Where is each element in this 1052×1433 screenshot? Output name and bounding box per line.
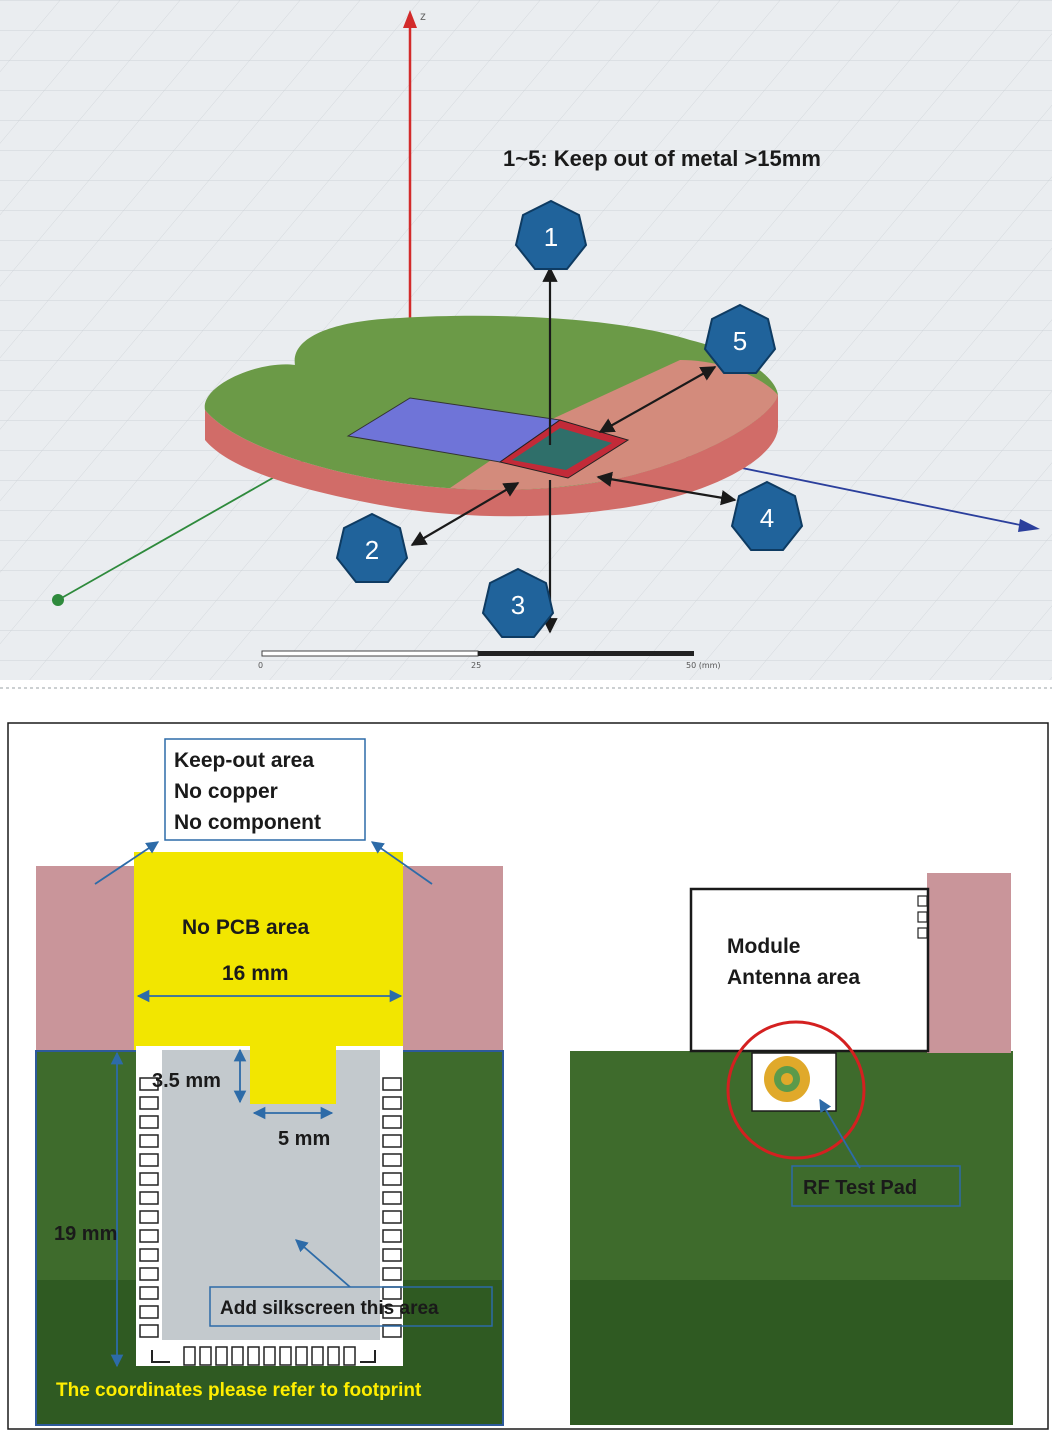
- keepout-pink-far-right: [927, 873, 1011, 1053]
- antenna-line-1: Module: [727, 935, 801, 958]
- pads-right: [382, 1077, 402, 1338]
- arrow-4: [596, 471, 737, 506]
- keepout-pointer-left: [94, 841, 160, 885]
- badge-3: 3: [481, 567, 555, 638]
- badge-1-label: 1: [544, 222, 558, 252]
- scale-tick-25: 25: [471, 661, 481, 670]
- arrow-5: [598, 366, 717, 433]
- rf-pad-center: [781, 1073, 793, 1085]
- z-axis-arrowhead: [403, 10, 417, 28]
- arrow-2: [410, 482, 520, 546]
- footprint-corner-marks: [151, 1350, 376, 1363]
- badge-5: 5: [703, 303, 777, 374]
- keepout-callout: [164, 738, 366, 841]
- badge-4-label: 4: [760, 503, 774, 533]
- rf-callout: [791, 1165, 961, 1207]
- antenna-line-2: Antenna area: [727, 966, 860, 989]
- badge-1: 1: [514, 199, 588, 270]
- notch-depth-label: 3.5 mm: [152, 1070, 221, 1092]
- no-pcb-label: No PCB area: [182, 916, 310, 939]
- badge-4: 4: [730, 480, 804, 551]
- silkscreen-pointer: [295, 1239, 351, 1288]
- scale-bar: 0 25 50 (mm): [258, 650, 721, 670]
- pads-bottom: [183, 1346, 356, 1366]
- keepout-pink-left: [36, 866, 134, 1051]
- rf-pointer: [819, 1098, 861, 1169]
- width-label: 16 mm: [222, 962, 289, 985]
- no-pcb-notch: [250, 1046, 336, 1104]
- keepout-line-2: No copper: [174, 780, 278, 803]
- bottom-right-panel: Module Antenna area RF Test Pad: [570, 873, 1013, 1425]
- pads-left: [139, 1077, 159, 1338]
- keepout-pointer-right: [370, 841, 433, 885]
- badge-3-label: 3: [511, 590, 525, 620]
- bottom-left-panel: Keep-out area No copper No component No …: [35, 738, 504, 1426]
- antenna-pads: [917, 895, 928, 939]
- silkscreen-callout: [209, 1286, 493, 1327]
- no-pcb-area: [134, 852, 403, 1051]
- top-heading: 1~5: Keep out of metal >15mm: [503, 146, 821, 171]
- silkscreen-label: Add silkscreen this area: [220, 1298, 439, 1319]
- height-label: 19 mm: [54, 1223, 117, 1245]
- module-body: [162, 1050, 380, 1340]
- keepout-line-3: No component: [174, 811, 321, 834]
- badge-5-label: 5: [733, 326, 747, 356]
- footer-note: The coordinates please refer to footprin…: [56, 1380, 422, 1401]
- pcb-right-dark: [570, 1280, 1013, 1425]
- top-3d-panel: z 1~5: Keep out of metal >15mm 1 5: [0, 0, 1052, 680]
- keepout-pink-right: [403, 866, 503, 1051]
- notch-width-label: 5 mm: [278, 1128, 330, 1150]
- badge-2: 2: [335, 512, 409, 583]
- rf-pad-label: RF Test Pad: [803, 1177, 917, 1199]
- keepout-line-1: Keep-out area: [174, 749, 314, 772]
- y-axis-end: [52, 594, 64, 606]
- scale-tick-50: 50 (mm): [686, 661, 721, 670]
- z-axis-label: z: [420, 9, 426, 23]
- badge-2-label: 2: [365, 535, 379, 565]
- rf-highlight-circle: [726, 1020, 866, 1160]
- scale-tick-0: 0: [258, 661, 263, 670]
- antenna-3d-inner: [512, 428, 612, 470]
- x-axis-arrowhead: [1018, 519, 1040, 532]
